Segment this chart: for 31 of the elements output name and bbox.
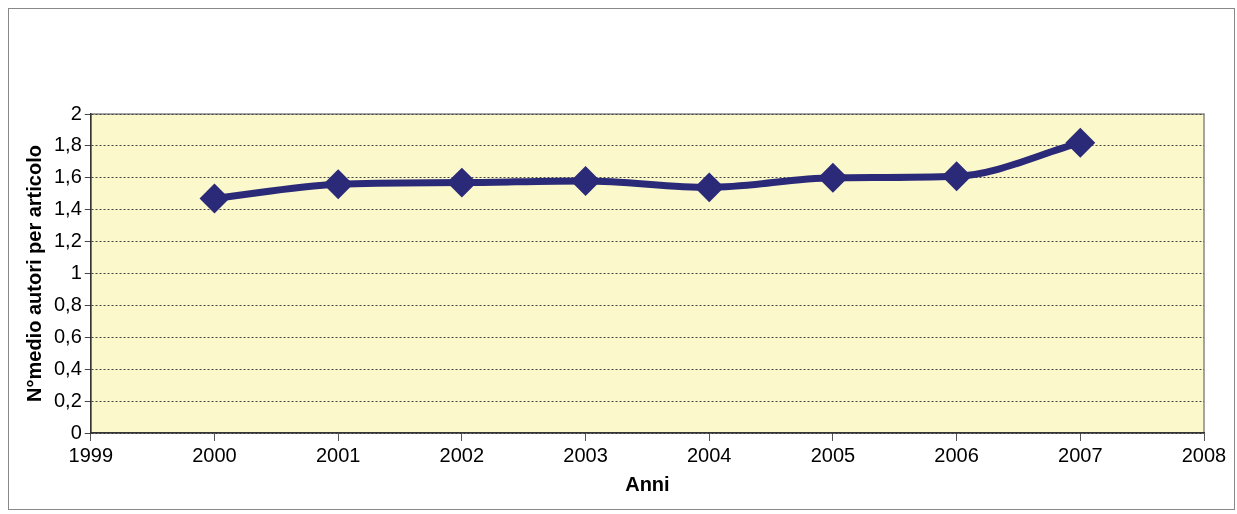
point xyxy=(819,164,847,192)
x-tick-label: 2006 xyxy=(934,443,979,466)
y-tick-label: 0,4 xyxy=(53,356,82,379)
y-tick-label: 1 xyxy=(70,261,82,284)
x-tick-label: 1999 xyxy=(68,443,114,466)
x-tick-label: 2002 xyxy=(439,443,485,466)
x-tick-label: 2001 xyxy=(315,443,361,466)
y-tick-label: 0,8 xyxy=(53,292,82,315)
point xyxy=(1066,129,1094,157)
y-tick-label: 1,2 xyxy=(53,229,82,252)
x-tick-label: 2007 xyxy=(1058,443,1103,466)
x-tick-label: 2004 xyxy=(687,443,732,466)
y-tick-label: 1,6 xyxy=(53,165,82,188)
x-axis-title: Anni xyxy=(625,472,670,495)
point xyxy=(448,169,476,197)
y-tick-label: 0,6 xyxy=(53,324,82,347)
y-tick-label: 1,4 xyxy=(53,197,82,220)
point xyxy=(943,162,971,190)
point xyxy=(200,185,228,213)
y-tick-label: 0 xyxy=(70,420,82,443)
point xyxy=(572,167,600,195)
y-axis-title: N°medio autori per articolo xyxy=(22,145,45,402)
x-tick-label: 2005 xyxy=(810,443,856,466)
y-tick-label: 0,2 xyxy=(53,388,82,411)
point xyxy=(324,170,352,198)
y-tick-label: 1,8 xyxy=(53,133,82,156)
x-tick-label: 2000 xyxy=(192,443,237,466)
x-tick-label: 2008 xyxy=(1181,443,1227,466)
y-tick-label: 2 xyxy=(70,101,82,124)
x-tick-label: 2003 xyxy=(563,443,608,466)
point xyxy=(695,173,723,201)
